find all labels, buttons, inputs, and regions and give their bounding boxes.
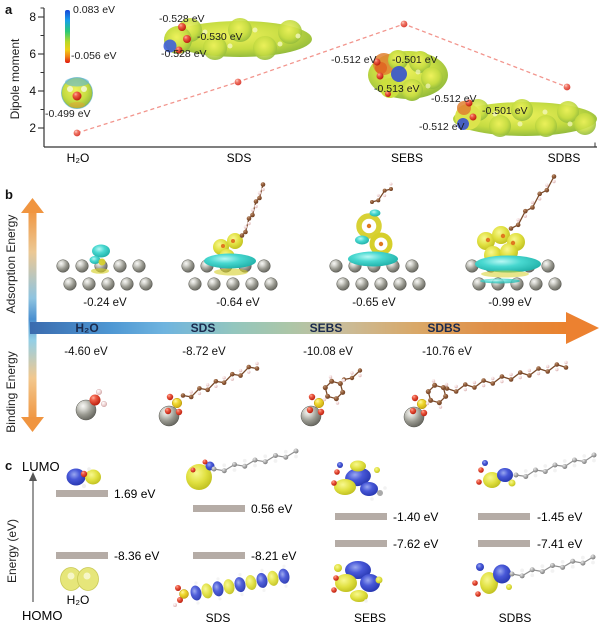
c-h2o-lumo-orbital: [66, 467, 101, 489]
adsorption-value-sebs: -0.65 eV: [352, 297, 396, 309]
a-esp-sebs: [368, 50, 448, 101]
a-esp-h2o: [61, 77, 93, 109]
lumo-level-sebs: [335, 513, 387, 520]
homo-level-sds: [193, 552, 245, 559]
c-sdbs-lumo-orbital: [476, 460, 516, 488]
c-name-h2o: H₂O: [66, 593, 90, 607]
homo-value-sebs: -7.62 eV: [393, 537, 439, 551]
lumo-level-sds: [193, 505, 245, 512]
lumo-value-sebs: -1.40 eV: [393, 510, 439, 524]
sebs-esp-value-3: -0.513 eV: [374, 83, 420, 95]
panel-a-label: a: [5, 2, 13, 17]
binding-value-sds: -8.72 eV: [182, 346, 226, 358]
homo-value-sds: -8.21 eV: [251, 549, 297, 563]
a-axes: [38, 7, 597, 148]
colorbar-max-label: 0.083 eV: [73, 4, 116, 16]
arrow-label-sds: SDS: [190, 321, 216, 335]
c-y-axis-title: Energy (eV): [5, 518, 19, 584]
bind-sdbs-molecule: [403, 394, 428, 428]
lumo-level-h2o: [56, 490, 108, 497]
sebs-esp-value-2: -0.501 eV: [392, 54, 438, 66]
c-name-sds: SDS: [205, 611, 231, 624]
lumo-level-sdbs: [478, 513, 530, 520]
b-iso-sebs: [348, 209, 398, 267]
a-esp-sdbs: [453, 99, 597, 137]
a-xtick-sdbs: SDBS: [547, 151, 581, 165]
sebs-esp-value-1: -0.512 eV: [331, 54, 377, 66]
sdbs-esp-value-2: -0.501 eV: [482, 105, 528, 117]
binding-value-sebs: -10.08 eV: [303, 346, 353, 358]
sds-esp-value-3: -0.528 eV: [161, 48, 207, 60]
colorbar-min-label: -0.056 eV: [71, 50, 117, 62]
panel-c-label: c: [5, 458, 13, 473]
bind-sebs-molecule: [300, 393, 325, 427]
homo-level-sdbs: [478, 540, 530, 547]
a-ytick-2: 2: [29, 121, 36, 135]
adsorption-energy-axis-title: Adsorption Energy: [4, 214, 18, 314]
esp-colorbar: [65, 10, 70, 63]
c-sds-homo-orbital: [173, 564, 290, 607]
bind-sds-molecule: [158, 393, 183, 427]
binding-energy-axis-title: Binding Energy: [4, 351, 18, 433]
b-iso-sdbs: [475, 226, 541, 284]
lumo-value-sdbs: -1.45 eV: [537, 510, 583, 524]
homo-value-h2o: -8.36 eV: [114, 549, 160, 563]
adsorption-value-h2o: -0.24 eV: [83, 297, 127, 309]
a-xtick-h2o: H₂O: [66, 151, 90, 165]
molecular-chains-slot: [180, 174, 597, 579]
bind-h2o-molecule: [75, 389, 107, 421]
lumo-label: LUMO: [22, 459, 60, 474]
c-sds-lumo-orbital: [186, 459, 215, 490]
a-ytick-8: 8: [29, 10, 36, 24]
b-iso-h2o: [89, 244, 110, 274]
binding-value-h2o: -4.60 eV: [64, 346, 108, 358]
c-sebs-lumo-orbital: [331, 460, 387, 501]
h2o-esp-value: -0.499 eV: [45, 108, 91, 120]
sdbs-esp-value-1: -0.512 eV: [431, 93, 477, 105]
lumo-value-sds: 0.56 eV: [251, 502, 293, 516]
homo-value-sdbs: -7.41 eV: [537, 537, 583, 551]
c-sdbs-homo-orbital: [472, 563, 512, 597]
dipole-data-points: [73, 20, 571, 137]
panel-b-label: b: [5, 187, 13, 202]
homo-level-sebs: [335, 540, 387, 547]
sds-esp-value-2: -0.530 eV: [197, 31, 243, 43]
sdbs-esp-value-3: -0.512 eV: [419, 121, 465, 133]
adsorption-value-sdbs: -0.99 eV: [488, 297, 532, 309]
arrow-label-sebs: SEBS: [309, 321, 343, 335]
b-iso-sds: [204, 233, 256, 276]
c-name-sdbs: SDBS: [498, 611, 532, 624]
a-ytick-6: 6: [29, 47, 36, 61]
dipole-trend-line: [76, 23, 568, 134]
b-horizontal-gradient-arrow: [30, 312, 599, 344]
homo-level-h2o: [56, 552, 108, 559]
arrow-label-sdbs: SDBS: [427, 321, 461, 335]
a-xtick-sds: SDS: [226, 151, 252, 165]
adsorption-value-sds: -0.64 eV: [216, 297, 260, 309]
c-energy-axis: [29, 472, 37, 602]
binding-value-sdbs: -10.76 eV: [422, 346, 472, 358]
lumo-value-h2o: 1.69 eV: [114, 487, 156, 501]
a-ytick-4: 4: [29, 84, 36, 98]
arrow-label-h2o: H₂O: [75, 321, 99, 335]
b-vertical-energy-arrow: [21, 198, 44, 432]
c-name-sebs: SEBS: [353, 611, 387, 624]
c-h2o-homo-orbital: [60, 567, 99, 591]
a-xtick-sebs: SEBS: [390, 151, 424, 165]
c-sebs-homo-orbital: [331, 561, 383, 603]
a-esp-sds: [163, 18, 312, 60]
homo-label: HOMO: [22, 608, 63, 623]
sds-esp-value-1: -0.528 eV: [159, 13, 205, 25]
